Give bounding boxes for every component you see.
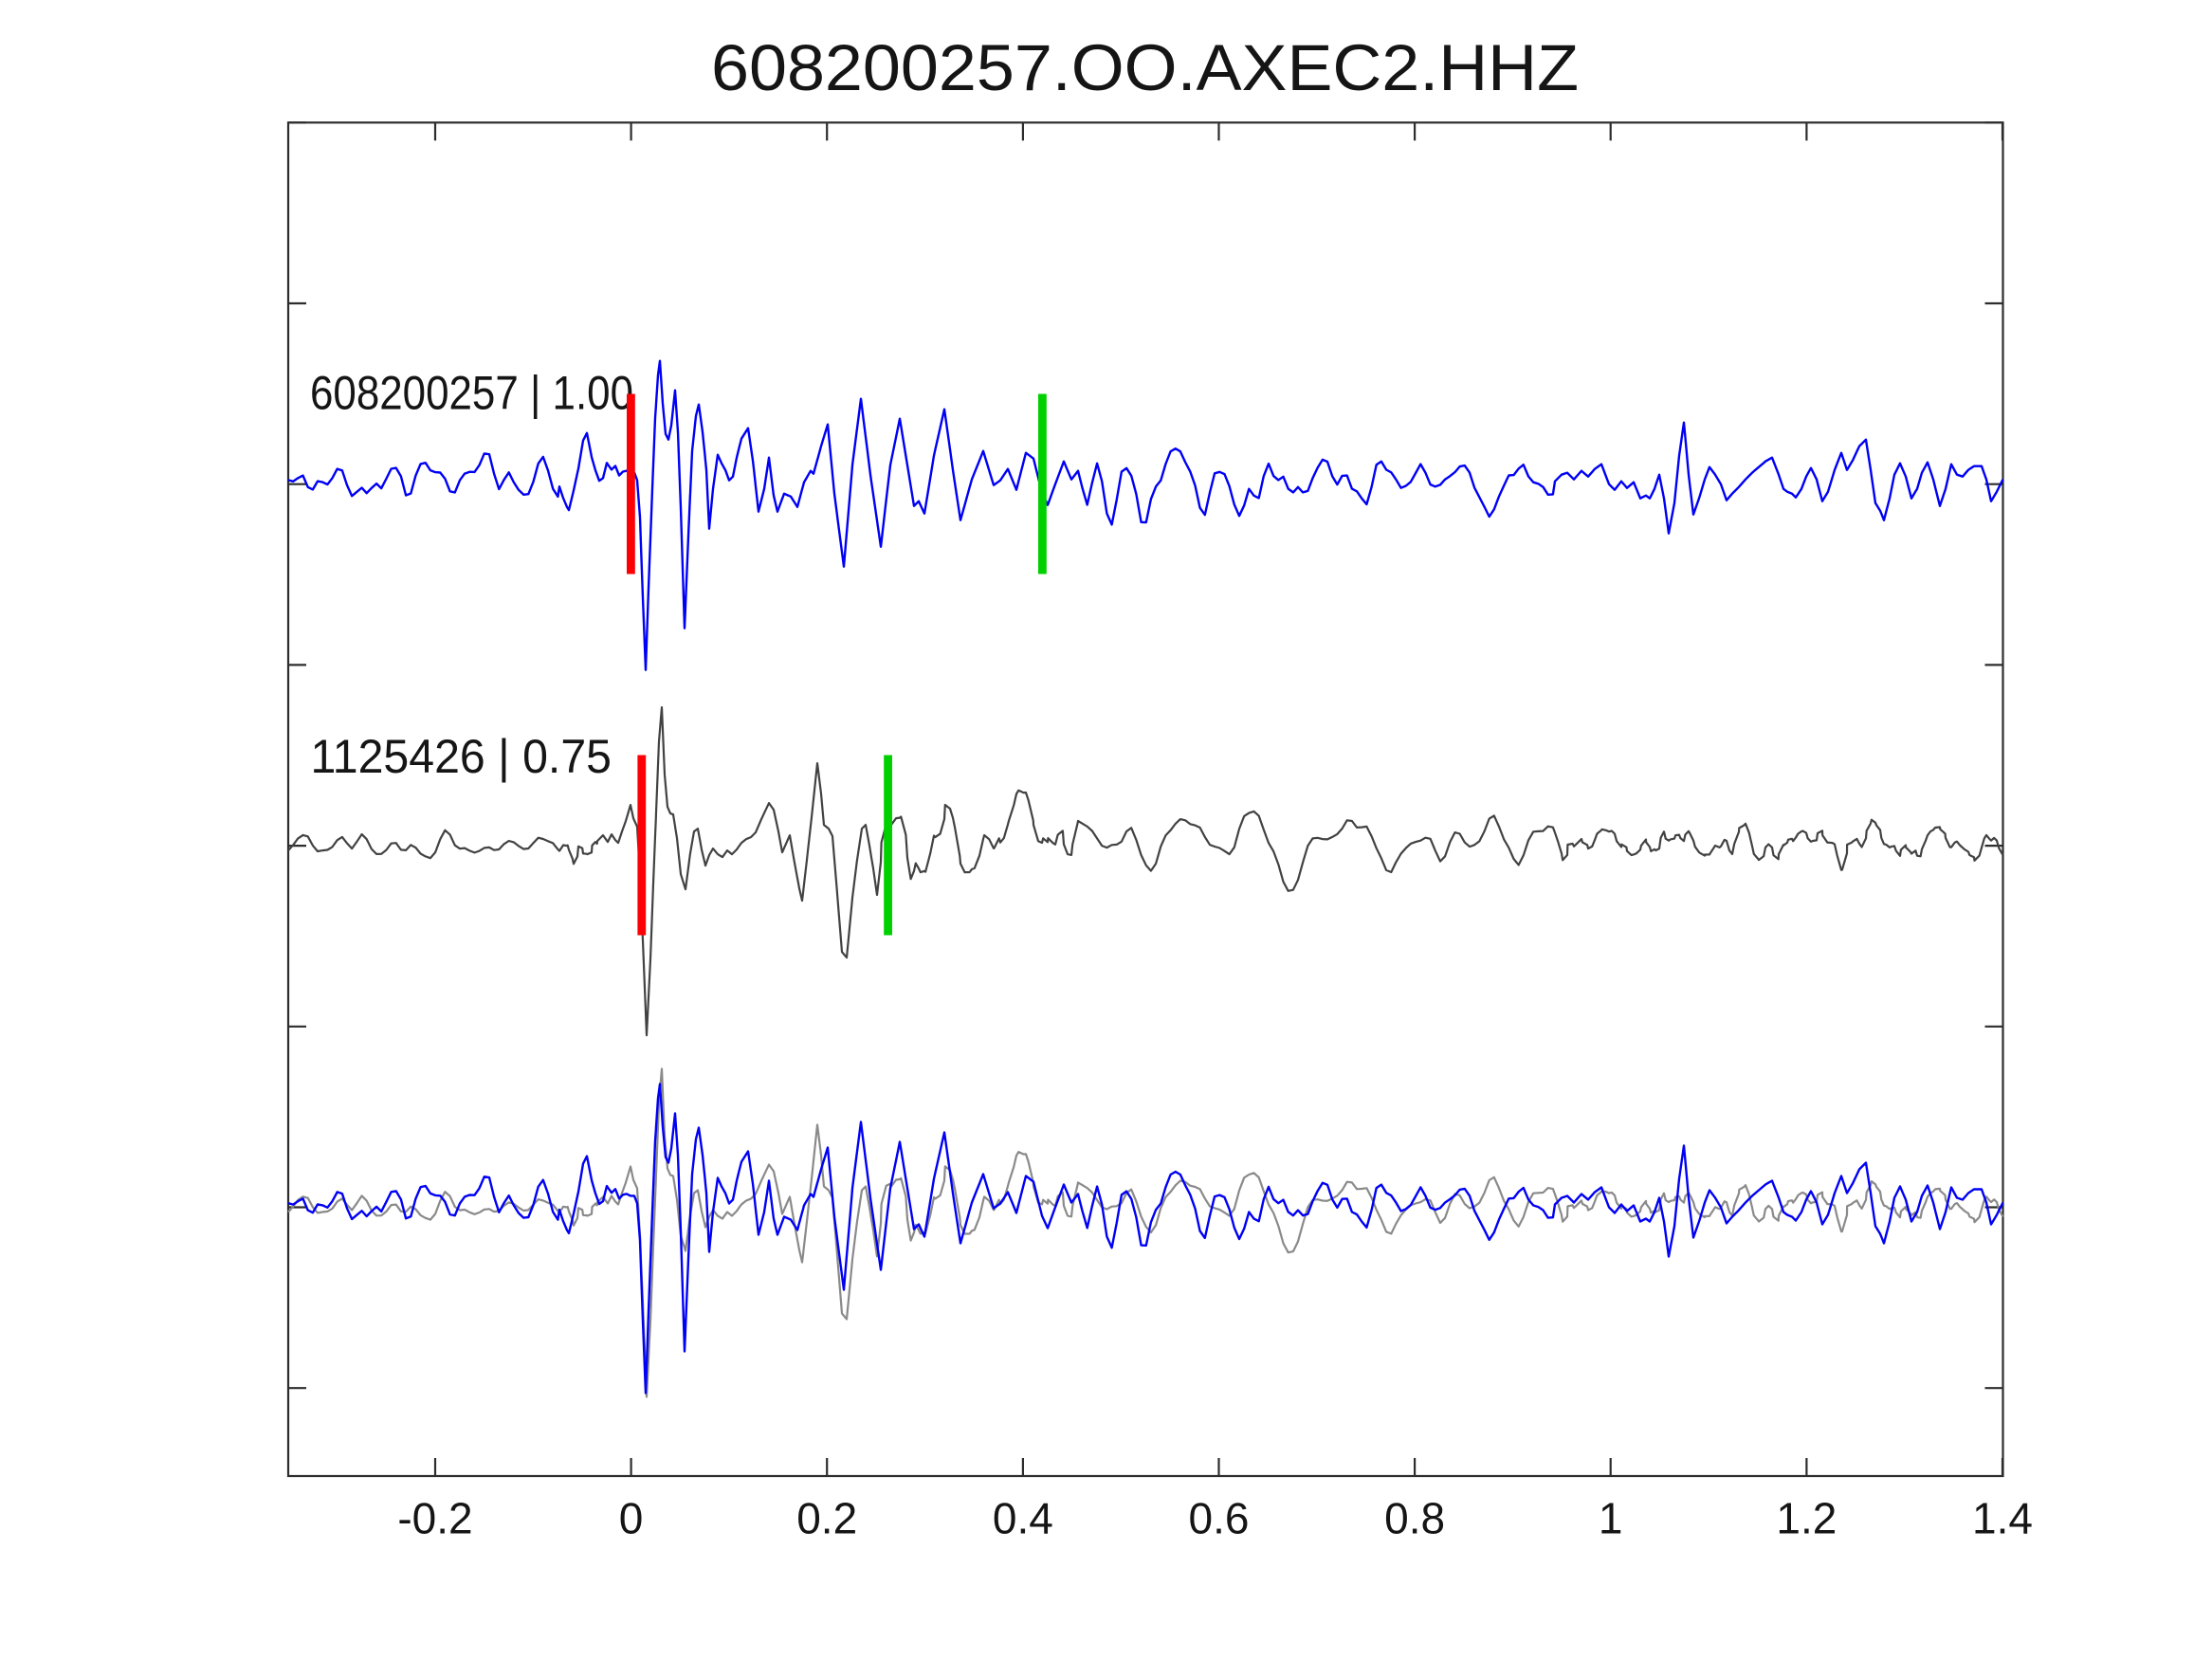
- svg-text:0: 0: [619, 1494, 644, 1543]
- svg-text:608200257.OO.AXEC2.HHZ: 608200257.OO.AXEC2.HHZ: [711, 31, 1579, 104]
- svg-text:0.4: 0.4: [993, 1494, 1053, 1543]
- svg-text:1: 1: [1599, 1494, 1623, 1543]
- svg-text:0.6: 0.6: [1189, 1494, 1250, 1543]
- svg-text:0.8: 0.8: [1384, 1494, 1445, 1543]
- svg-text:1125426 | 0.75: 1125426 | 0.75: [311, 729, 612, 783]
- svg-text:0.2: 0.2: [796, 1494, 857, 1543]
- svg-text:608200257 | 1.00: 608200257 | 1.00: [310, 366, 633, 420]
- svg-text:1.4: 1.4: [1972, 1494, 2033, 1543]
- svg-text:1.2: 1.2: [1776, 1494, 1837, 1543]
- svg-text:-0.2: -0.2: [397, 1494, 472, 1543]
